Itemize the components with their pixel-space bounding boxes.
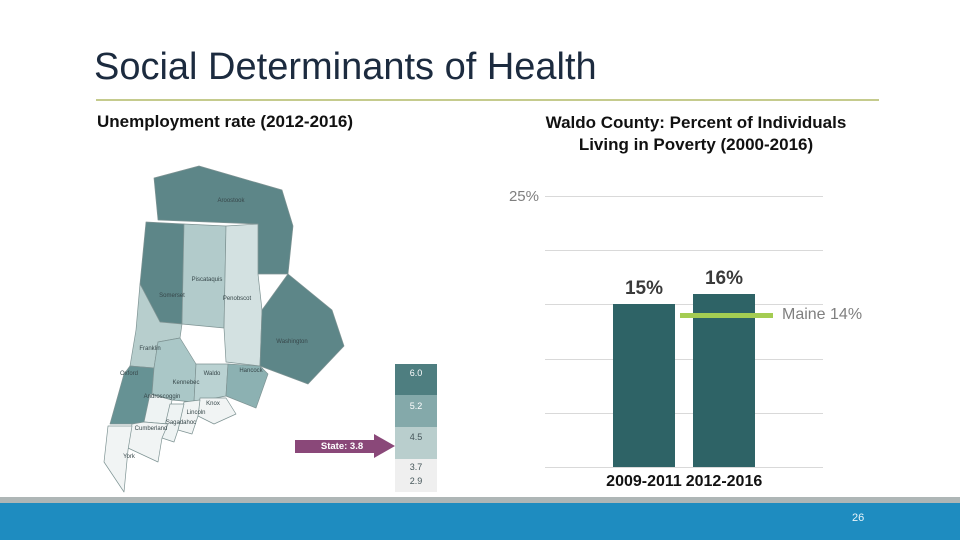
county-label-piscataquis: Piscataquis xyxy=(192,277,223,283)
county-label-washington: Washington xyxy=(276,339,307,345)
legend-value: 2.9 xyxy=(409,476,423,486)
county-label-waldo: Waldo xyxy=(204,371,221,377)
legend-block-4: 3.7 2.9 xyxy=(395,459,437,492)
gridline-25pct xyxy=(545,196,823,197)
legend-value: 6.0 xyxy=(409,368,423,378)
county-label-oxford: Oxford xyxy=(120,371,138,377)
county-label-androscoggin: Androscoggin xyxy=(144,394,181,400)
county-shape-hancock xyxy=(225,363,269,409)
legend-value: 5.2 xyxy=(409,401,423,411)
state-average-arrow: State: 3.8 xyxy=(295,434,395,458)
chart-section-heading: Waldo County: Percent of Individuals Liv… xyxy=(528,112,864,156)
gridline-15pct xyxy=(545,304,823,305)
chart-heading-line2: Living in Poverty (2000-2016) xyxy=(578,135,814,154)
footer-bar: 26 xyxy=(0,503,960,540)
gridline-20pct xyxy=(545,250,823,251)
chart-heading-line1: Waldo County: Percent of Individuals xyxy=(545,113,847,132)
legend-block-3: 4.5 xyxy=(395,427,437,459)
gridline-10pct xyxy=(545,359,823,360)
county-shape-cumberland xyxy=(127,421,169,463)
maine-reference-label: Maine 14% xyxy=(782,306,863,323)
map-section-heading: Unemployment rate (2012-2016) xyxy=(97,112,354,131)
x-axis-label: 2012-2016 xyxy=(685,473,763,490)
legend-value: 4.5 xyxy=(409,432,423,442)
map-legend-scale: 6.0 5.2 4.5 3.7 2.9 xyxy=(395,364,437,492)
county-labels: Aroostook Somerset Piscataquis Penobscot Was… xyxy=(120,198,308,460)
legend-value: 3.7 xyxy=(409,462,423,472)
slide-title: Social Determinants of Health xyxy=(94,46,597,88)
title-underline xyxy=(96,99,879,101)
county-label-knox: Knox xyxy=(206,401,220,407)
county-label-sagadahoc: Sagadahoc xyxy=(166,420,196,426)
x-axis-label: 2009-2011 xyxy=(606,473,682,490)
bar-value-label: 15% xyxy=(624,278,664,299)
gridline-0pct xyxy=(545,467,823,468)
footer-divider-strip xyxy=(0,497,960,503)
maine-reference-line xyxy=(680,313,773,318)
arrow-body xyxy=(295,440,375,453)
bar-2009-2011 xyxy=(613,304,675,467)
county-label-aroostook: Aroostook xyxy=(217,198,245,204)
state-average-label: State: 3.8 xyxy=(320,441,364,452)
county-shape-kennebec xyxy=(151,337,197,403)
county-label-penobscot: Penobscot xyxy=(223,296,252,302)
gridline-5pct xyxy=(545,413,823,414)
page-number: 26 xyxy=(852,512,865,524)
maine-unemployment-map: Aroostook Somerset Piscataquis Penobscot Was… xyxy=(103,165,345,493)
county-label-york: York xyxy=(123,454,136,460)
county-label-hancock: Hancock xyxy=(239,368,263,374)
county-label-kennebec: Kennebec xyxy=(172,380,199,386)
legend-block-2: 5.2 xyxy=(395,395,437,427)
bar-2012-2016 xyxy=(693,294,755,467)
county-label-somerset: Somerset xyxy=(159,293,185,299)
county-label-franklin: Franklin xyxy=(139,346,160,352)
ytick-label: 25% xyxy=(508,188,539,205)
county-label-lincoln: Lincoln xyxy=(186,410,205,416)
county-label-cumberland: Cumberland xyxy=(135,426,168,432)
bar-value-label: 16% xyxy=(704,268,744,289)
legend-block-1: 6.0 xyxy=(395,364,437,395)
arrow-head-icon xyxy=(374,434,395,458)
county-shape-york xyxy=(103,425,133,493)
